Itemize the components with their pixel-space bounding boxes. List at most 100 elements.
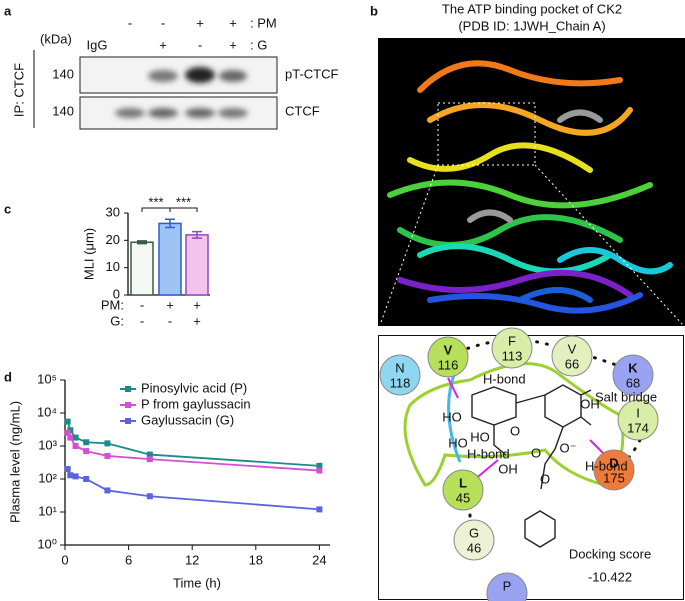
interaction: H-bond [585,458,628,473]
y-tick-label: 10⁴ [37,404,57,419]
y-tick-label: 10⁰ [37,536,57,551]
residue [379,354,421,396]
x-tick-label: 24 [312,552,326,567]
residue-code: I [636,405,640,420]
interaction: H-bond [467,446,510,461]
zoom-line [534,164,684,326]
error-bar [137,240,147,245]
y-axis-label: MLI (μm) [81,228,96,280]
data-point [104,440,111,447]
protein-ribbons [387,60,673,314]
x-tick-label: 12 [185,552,199,567]
pm-sign: - [128,15,132,30]
row-label: G: [110,313,124,328]
pm-sign: + [229,15,237,30]
residue-code: K [628,360,638,375]
legend-label: Gaylussacin (G) [141,412,234,427]
significance: *** [148,194,163,209]
y-tick-label: 20 [106,232,120,247]
atom-label: OH [498,461,518,476]
g-sign: + [159,37,167,52]
y-tick-label: 10 [106,259,120,274]
panel-label: d [4,369,12,384]
y-tick-label: 0 [113,286,120,301]
row-sign: - [168,313,172,328]
x-tick-label: 18 [249,552,263,567]
size-marker: 140 [52,103,74,118]
zoom-line [379,164,439,326]
residue-number: 66 [565,356,579,371]
residue-number: 118 [390,375,411,390]
error-bar [192,230,202,239]
y-tick-label: 10² [38,470,57,485]
pocket-outline [403,362,625,487]
atom-label: O⁻ [560,440,577,455]
bar [130,241,154,296]
residue-code: F [508,333,516,348]
panel-label: a [4,3,12,18]
row-label: PM: [101,297,124,312]
atom-label: HO [470,429,490,444]
pm-label: : PM [250,15,277,30]
blot-name: CTCF [285,103,320,118]
residue-code: L [459,475,467,490]
residue-code: P [503,578,512,593]
zoom-box [437,102,536,166]
score: -10.422 [588,569,632,584]
residue-number: 68 [626,375,640,390]
residue [442,469,484,511]
bar [185,234,209,296]
g-sign: IgG [87,37,108,52]
atom-label: OH [580,396,600,411]
residue [617,399,659,441]
residue [612,354,654,396]
row-sign: + [193,313,201,328]
data-point [67,434,74,441]
data-point [64,429,71,436]
x-tick-label: 6 [125,552,132,567]
ip-label: IP: CTCF [11,63,26,117]
error-bar [165,218,175,229]
row-sign: - [140,313,144,328]
legend-label: Pinosylvic acid (P) [141,380,247,395]
legend-marker [125,402,131,408]
panel-label: c [4,201,11,216]
blot-name: pT-CTCF [285,66,339,81]
atom-label: O [531,445,541,460]
data-point [67,472,74,479]
significance-bracket [169,207,198,212]
interaction: Salt bridge [595,389,657,404]
g-sign: - [198,37,202,52]
atom-label: HO [448,435,468,450]
data-point [316,506,323,513]
pm-sign: - [161,15,165,30]
data-point [72,443,79,449]
data-point [146,493,153,500]
subtitle: (PDB ID: 1JWH_Chain A) [458,18,605,33]
residue-code: D [609,455,618,470]
data-point [146,451,153,458]
data-point [146,456,153,463]
residue [486,572,528,601]
residue-number: 46 [467,540,481,555]
title: The ATP binding pocket of CK2 [442,1,622,16]
residue-code: V [444,342,453,357]
data-point [83,448,90,455]
legend-marker [125,386,131,392]
score-label: Docking score [569,546,651,561]
residue-code: N [395,360,404,375]
row-sign: - [140,297,144,312]
data-point [316,462,323,469]
y-tick-label: 30 [106,204,120,219]
panel-label: b [370,3,378,18]
data-point [83,476,90,482]
data-point [104,452,111,459]
blot-frame [79,56,278,94]
g-label: : G [250,37,267,52]
row-sign: + [193,297,201,312]
legend-label: P from gaylussacin [141,396,251,411]
data-point [64,466,71,473]
residue [551,335,593,377]
data-point [72,434,79,441]
